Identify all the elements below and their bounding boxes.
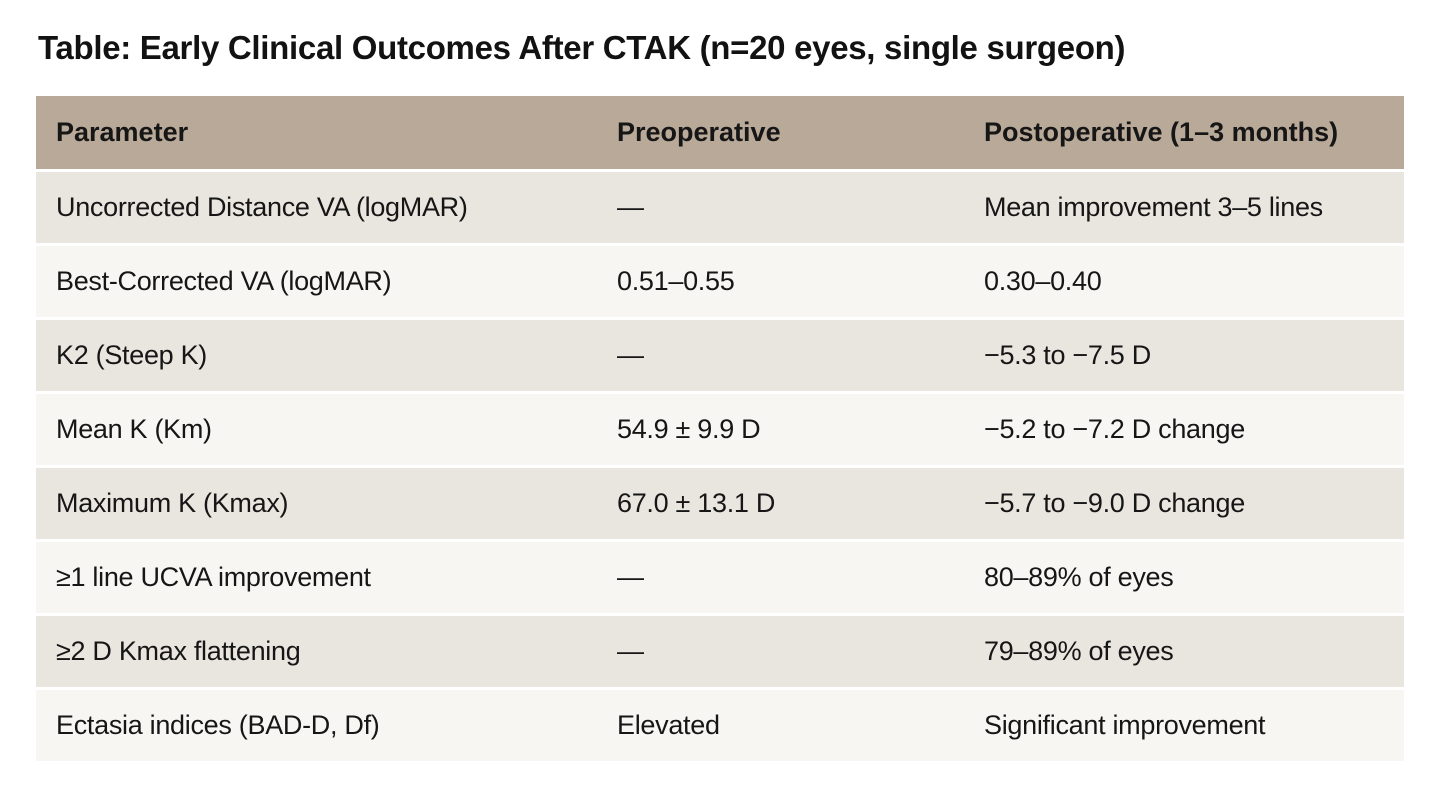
- table-title: Table: Early Clinical Outcomes After CTA…: [38, 29, 1126, 66]
- cell-preoperative: —: [617, 340, 644, 370]
- cell-postoperative: 80–89% of eyes: [984, 562, 1174, 592]
- table-row: ≥1 line UCVA improvement — 80–89% of eyes: [36, 542, 1404, 613]
- cell-preoperative: 67.0 ± 13.1 D: [617, 488, 776, 518]
- cell-postoperative: Significant improvement: [984, 710, 1266, 740]
- cell-parameter: Uncorrected Distance VA (logMAR): [56, 192, 468, 222]
- table-row: K2 (Steep K) — −5.3 to −7.5 D: [36, 320, 1404, 391]
- cell-parameter: Best-Corrected VA (logMAR): [56, 266, 392, 296]
- cell-parameter: ≥1 line UCVA improvement: [56, 562, 371, 592]
- table-row: ≥2 D Kmax flattening — 79–89% of eyes: [36, 616, 1404, 687]
- cell-postoperative: −5.3 to −7.5 D: [984, 340, 1151, 370]
- table-row: Mean K (Km) 54.9 ± 9.9 D −5.2 to −7.2 D ch…: [36, 394, 1404, 465]
- clinical-outcomes-table: Parameter Preoperative Postoperative (1–…: [36, 96, 1404, 761]
- cell-preoperative: —: [617, 636, 644, 666]
- column-header-preoperative: Preoperative: [617, 117, 781, 147]
- table-row: Ectasia indices (BAD-D, Df) Elevated Signi…: [36, 690, 1404, 761]
- column-header-parameter: Parameter: [56, 117, 189, 147]
- cell-parameter: K2 (Steep K): [56, 340, 207, 370]
- cell-preoperative: —: [617, 562, 644, 592]
- cell-postoperative: −5.7 to −9.0 D change: [984, 488, 1245, 518]
- table-row: Best-Corrected VA (logMAR) 0.51–0.55 0.30–…: [36, 246, 1404, 317]
- cell-parameter: Ectasia indices (BAD-D, Df): [56, 710, 380, 740]
- table-row: Uncorrected Distance VA (logMAR) — Mean im…: [36, 172, 1404, 243]
- cell-preoperative: Elevated: [617, 710, 720, 740]
- cell-postoperative: 79–89% of eyes: [984, 636, 1174, 666]
- cell-preoperative: —: [617, 192, 644, 222]
- table-row: Maximum K (Kmax) 67.0 ± 13.1 D −5.7 to −9.…: [36, 468, 1404, 539]
- cell-postoperative: Mean improvement 3–5 lines: [984, 192, 1323, 222]
- cell-postoperative: −5.2 to −7.2 D change: [984, 414, 1245, 444]
- table-header-row: Parameter Preoperative Postoperative (1–…: [36, 96, 1404, 169]
- cell-postoperative: 0.30–0.40: [984, 266, 1102, 296]
- cell-parameter: Mean K (Km): [56, 414, 212, 444]
- cell-preoperative: 0.51–0.55: [617, 266, 735, 296]
- cell-preoperative: 54.9 ± 9.9 D: [617, 414, 761, 444]
- column-header-postoperative: Postoperative (1–3 months): [984, 117, 1339, 147]
- cell-parameter: Maximum K (Kmax): [56, 488, 289, 518]
- cell-parameter: ≥2 D Kmax flattening: [56, 636, 301, 666]
